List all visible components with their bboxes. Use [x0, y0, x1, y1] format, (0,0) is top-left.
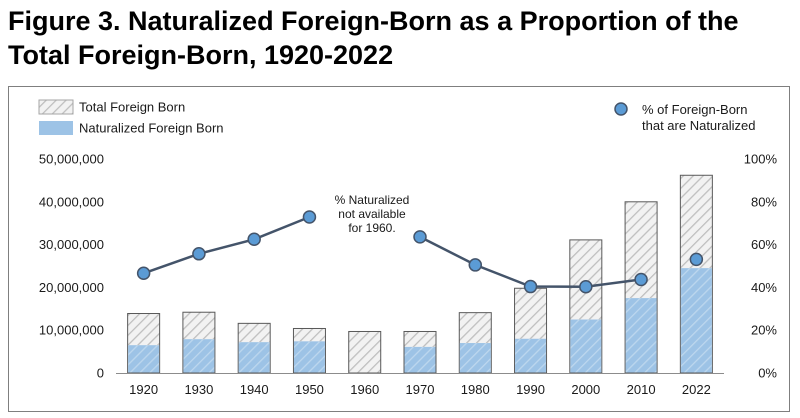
percent-line-segment-1 — [143, 215, 310, 275]
bar-total-1960 — [348, 330, 382, 374]
y-right-tick-label-2: 40% — [751, 280, 777, 295]
annotation-line-2: not available — [338, 207, 406, 221]
percent-point-2022 — [689, 252, 704, 267]
legend-label-percent-line1: % of Foreign-Born — [642, 102, 748, 117]
annotation-line-1: % Naturalized — [335, 193, 410, 207]
y-left-tick-label-4: 40,000,000 — [39, 194, 104, 209]
legend-label-naturalized: Naturalized Foreign Born — [79, 121, 224, 136]
bar-naturalized-1950 — [293, 341, 325, 373]
x-tick-label-2000: 2000 — [571, 382, 600, 397]
x-tick-label-2010: 2010 — [627, 382, 656, 397]
percent-point-1980 — [468, 258, 483, 272]
percent-point-1940 — [247, 232, 261, 246]
y-left-tick-label-1: 10,000,000 — [39, 323, 104, 338]
combo-chart: Total Foreign Born Naturalized Foreign B… — [38, 99, 778, 398]
annotation-line-3: for 1960. — [348, 221, 395, 235]
y-left-tick-label-2: 20,000,000 — [39, 280, 104, 295]
percent-point-1990 — [523, 279, 538, 294]
y-left-tick-label-5: 50,000,000 — [39, 152, 104, 167]
axes-layer: 1920 1930 1940 1950 1960 1970 1980 1990 2000 2010… — [39, 152, 778, 398]
y-right-tick-label-4: 80% — [751, 194, 777, 209]
bar-naturalized-2000 — [570, 319, 602, 373]
percent-point-1920 — [136, 266, 151, 281]
y-left-tick-label-3: 30,000,000 — [39, 237, 104, 252]
x-tick-label-1990: 1990 — [516, 382, 545, 397]
bar-legend: Total Foreign Born Naturalized Foreign B… — [38, 99, 224, 136]
percent-point-1970 — [413, 230, 427, 244]
x-tick-label-1970: 1970 — [406, 382, 435, 397]
y-right-tick-label-1: 20% — [751, 323, 777, 338]
annotation: % Naturalized not available for 1960. — [335, 193, 410, 235]
x-tick-label-1920: 1920 — [129, 382, 158, 397]
x-tick-label-1930: 1930 — [184, 382, 213, 397]
bar-naturalized-1990 — [515, 338, 547, 373]
x-tick-label-1950: 1950 — [295, 382, 324, 397]
x-tick-label-2022: 2022 — [682, 382, 711, 397]
bar-naturalized-1920 — [128, 345, 160, 373]
figure-title: Figure 3. Naturalized Foreign-Born as a … — [8, 6, 739, 70]
bar-naturalized-1940 — [238, 342, 270, 373]
legend-swatch-total — [38, 99, 74, 115]
percent-point-1950 — [302, 210, 317, 224]
legend-swatch-naturalized — [39, 121, 73, 135]
bar-naturalized-1930 — [183, 339, 215, 373]
legend-label-total: Total Foreign Born — [79, 100, 185, 115]
bar-naturalized-2010 — [625, 298, 657, 373]
percent-point-2000 — [579, 280, 593, 294]
bars-layer — [127, 174, 713, 374]
percent-point-2010 — [634, 272, 648, 287]
y-right-tick-label-0: 0% — [758, 366, 777, 381]
percent-point-1930 — [192, 247, 206, 261]
y-right-tick-label-5: 100% — [744, 152, 778, 167]
bar-naturalized-1970 — [404, 346, 436, 373]
legend-marker-percent — [614, 102, 628, 116]
y-right-tick-label-3: 60% — [751, 237, 777, 252]
legend-label-percent-line2: that are Naturalized — [642, 118, 755, 133]
bar-naturalized-2022 — [680, 268, 712, 373]
line-legend: % of Foreign-Born that are Naturalized — [614, 102, 755, 133]
x-tick-label-1980: 1980 — [461, 382, 490, 397]
y-left-tick-label-0: 0 — [97, 366, 104, 381]
chart-frame: Total Foreign Born Naturalized Foreign B… — [8, 86, 790, 412]
bar-naturalized-1980 — [459, 343, 491, 373]
percent-line-segment-2 — [419, 235, 642, 289]
x-tick-label-1960: 1960 — [350, 382, 379, 397]
x-tick-label-1940: 1940 — [240, 382, 269, 397]
percent-line-layer — [136, 210, 704, 294]
